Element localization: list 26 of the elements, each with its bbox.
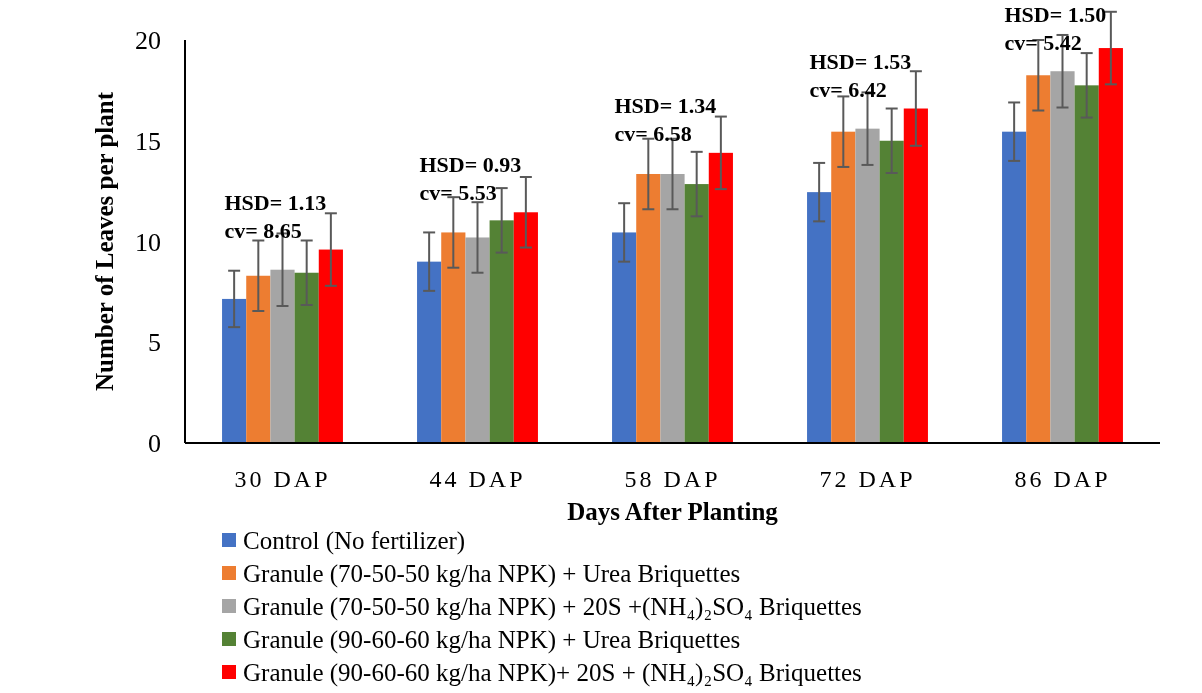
legend-label: Control (No fertilizer) [243,527,466,555]
y-tick-label: 0 [148,429,161,459]
annotation: HSD= 1.13 [224,189,327,215]
legend-label: Granule (90-60-60 kg/ha NPK) + Urea Briquettes [243,626,741,654]
text: HSD= 1.50 [1004,2,1107,27]
legend-label: Granule (70-50-50 kg/ha NPK) + Urea Briquettes [243,560,741,588]
x-tick-label: 44 DAP [429,466,526,492]
x-tick-label: 58 DAP [624,466,721,492]
annotation: cv= 8.65 [224,217,302,243]
x-tick-label: 72 DAP [819,466,916,492]
annotation: cv= 5.53 [419,180,497,206]
annotation: HSD= 1.34 [614,92,717,118]
y-tick-label: 20 [135,26,161,56]
annotation: HSD= 1.53 [809,48,912,74]
annotation: HSD= 0.93 [419,152,522,178]
x-tick-label: 30 DAP [234,466,331,492]
x-tick-label: 86 DAP [1014,466,1111,492]
y-axis-title: Number of Leaves per plant [91,91,118,392]
x-axis-title: Days After Planting [567,498,779,525]
legend-label: Granule (90-60-60 kg/ha NPK)+ 20S + (NH₄)₂SO₄ Briquettes [243,659,862,687]
annotation: cv= 6.58 [614,120,692,146]
annotation: cv= 6.42 [809,76,887,102]
y-tick-label: 5 [148,328,161,358]
y-tick-label: 15 [135,126,161,156]
y-tick-label: 10 [135,227,161,257]
legend-label: Granule (70-50-50 kg/ha NPK) + 20S +(NH₄)₂SO₄ Briquettes [243,593,862,621]
